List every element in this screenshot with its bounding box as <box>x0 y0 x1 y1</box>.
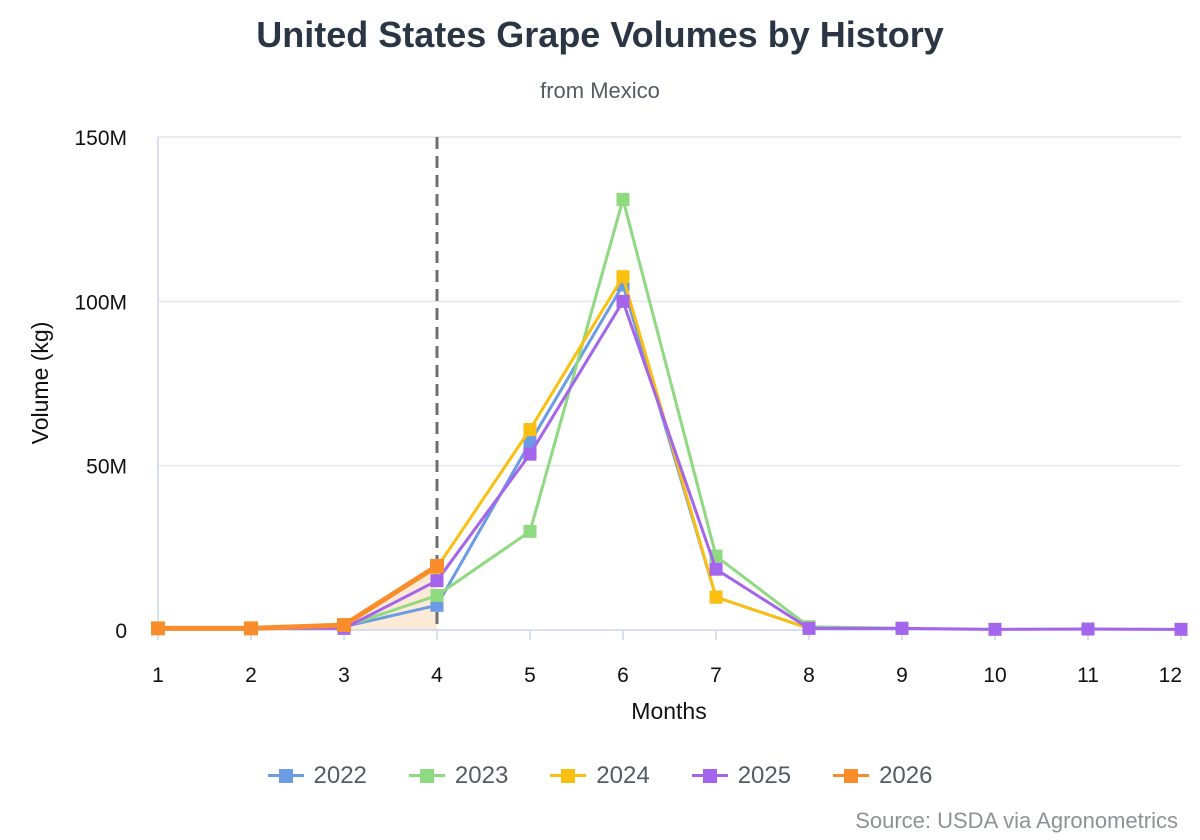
series-line <box>158 299 1182 631</box>
legend-item-2025[interactable]: 2025 <box>691 762 792 790</box>
legend-swatch <box>691 769 728 783</box>
x-tick-label: 8 <box>803 664 815 687</box>
source-credit: Source: USDA via Agronometrics <box>855 808 1178 833</box>
legend-swatch <box>833 769 870 783</box>
series-line <box>158 197 903 630</box>
data-point[interactable] <box>988 622 1002 636</box>
data-point[interactable] <box>802 621 816 635</box>
x-tick-label: 7 <box>710 664 722 687</box>
legend-label: 2026 <box>879 762 933 789</box>
data-point[interactable] <box>616 270 630 284</box>
data-point[interactable] <box>430 558 444 573</box>
y-tick-label: 0 <box>115 620 127 643</box>
current-year-area <box>158 565 437 630</box>
data-point[interactable] <box>523 423 537 437</box>
data-point[interactable] <box>523 524 537 538</box>
series-layer <box>151 192 1188 636</box>
data-point[interactable] <box>151 621 165 636</box>
legend-label: 2024 <box>596 762 650 789</box>
legend: 2022 2023 2024 2025 2026 <box>0 762 1200 790</box>
data-point[interactable] <box>1174 622 1188 636</box>
area-layer <box>158 565 437 630</box>
data-point[interactable] <box>430 598 444 612</box>
legend-swatch <box>408 769 445 783</box>
data-point[interactable] <box>337 618 351 633</box>
legend-item-2024[interactable]: 2024 <box>550 762 650 790</box>
x-tick-label: 11 <box>1077 664 1099 687</box>
data-point[interactable] <box>709 590 723 604</box>
x-tick-label: 12 <box>1159 664 1182 687</box>
data-point[interactable] <box>430 574 444 588</box>
chart-subtitle: from Mexico <box>540 78 660 103</box>
data-point[interactable] <box>523 436 537 450</box>
grid-layer <box>158 136 1181 467</box>
legend-item-2022[interactable]: 2022 <box>267 762 367 790</box>
data-point[interactable] <box>244 621 258 636</box>
x-tick-label: 6 <box>617 664 629 687</box>
legend-label: 2023 <box>454 762 509 789</box>
x-tick-label: 1 <box>152 664 164 687</box>
x-axis-label: Months <box>631 698 706 724</box>
data-point[interactable] <box>709 562 723 576</box>
series-2024[interactable] <box>151 270 816 635</box>
legend-label: 2025 <box>737 762 792 789</box>
x-tick-label: 3 <box>338 664 350 687</box>
legend-item-2023[interactable]: 2023 <box>408 762 509 790</box>
data-point[interactable] <box>430 588 444 602</box>
series-2023[interactable] <box>151 192 909 635</box>
data-point[interactable] <box>895 621 909 635</box>
legend-marker <box>561 769 576 783</box>
series-2026[interactable] <box>151 558 444 636</box>
legend-marker <box>419 769 434 783</box>
x-tick-label: 10 <box>983 664 1006 687</box>
legend-item-2026[interactable]: 2026 <box>833 762 932 790</box>
x-tick-label: 2 <box>245 664 257 687</box>
data-point[interactable] <box>523 447 537 461</box>
y-tick-label: 150M <box>74 127 127 150</box>
data-point[interactable] <box>616 192 630 206</box>
legend-label: 2022 <box>313 762 367 789</box>
data-point[interactable] <box>1081 622 1095 636</box>
x-tick-label: 5 <box>524 664 536 687</box>
x-tick-label: 4 <box>431 664 443 687</box>
legend-swatch <box>267 769 304 783</box>
y-axis-label: Volume (kg) <box>27 322 53 445</box>
legend-marker <box>844 769 859 783</box>
legend-swatch <box>550 769 587 783</box>
x-tick-label: 9 <box>896 664 908 687</box>
y-tick-label: 50M <box>86 456 127 479</box>
chart-title: United States Grape Volumes by History <box>256 14 944 55</box>
legend-marker <box>702 769 717 783</box>
y-tick-label: 100M <box>74 291 127 314</box>
data-point[interactable] <box>616 294 630 308</box>
series-line <box>158 563 439 631</box>
legend-marker <box>278 769 293 783</box>
